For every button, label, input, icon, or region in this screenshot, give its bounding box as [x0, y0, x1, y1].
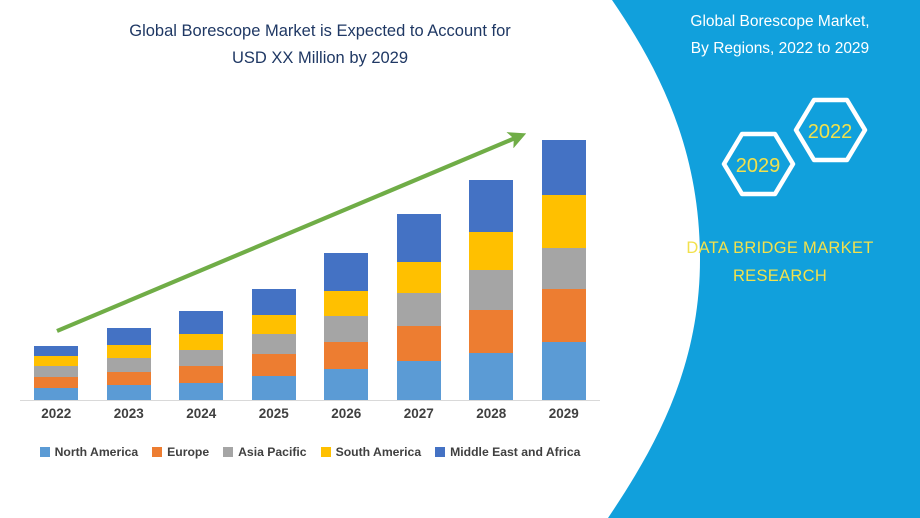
- hexagon-left-label: 2029: [736, 155, 781, 177]
- bar-segment[interactable]: [179, 310, 224, 335]
- bar-stack[interactable]: [469, 179, 514, 401]
- bar-segment[interactable]: [251, 354, 296, 376]
- bar-segment[interactable]: [179, 334, 224, 350]
- hexagon-left-shape: [721, 131, 796, 197]
- bar-segment[interactable]: [324, 369, 369, 401]
- x-axis-label: 2027: [403, 406, 434, 421]
- bar-segment[interactable]: [251, 289, 296, 315]
- bar-segment[interactable]: [34, 388, 79, 401]
- bar-segment[interactable]: [541, 247, 586, 290]
- hexagon-logo: 2022 2029: [721, 97, 868, 197]
- bar-segment[interactable]: [541, 195, 586, 248]
- legend-label: Asia Pacific: [238, 445, 307, 459]
- bar-segment[interactable]: [106, 358, 151, 372]
- bar-segment[interactable]: [396, 361, 441, 401]
- bar-segment[interactable]: [541, 140, 586, 196]
- legend-swatch-icon: [223, 447, 234, 457]
- bar-segment[interactable]: [106, 371, 151, 386]
- x-axis-label: 2023: [113, 406, 144, 421]
- legend-swatch-icon: [320, 447, 331, 457]
- brand-title-line-2: By Regions, 2022 to 2029: [690, 40, 870, 57]
- bar-stack[interactable]: [396, 213, 441, 401]
- bar-segment[interactable]: [396, 213, 441, 263]
- bar-segment[interactable]: [106, 344, 151, 359]
- x-axis-label: 2025: [258, 406, 289, 421]
- x-axis-label: 2029: [548, 406, 579, 421]
- bar-segment[interactable]: [469, 309, 514, 353]
- bar-segment[interactable]: [34, 345, 79, 357]
- chart-title: Global Borescope Market is Expected to A…: [40, 18, 600, 72]
- bar-segment[interactable]: [469, 352, 514, 401]
- legend-label: Europe: [167, 445, 210, 459]
- bar-segment[interactable]: [34, 366, 79, 377]
- legend-item[interactable]: South America: [320, 445, 422, 459]
- bar-segment[interactable]: [251, 375, 296, 401]
- bar-segment[interactable]: [106, 328, 151, 345]
- legend-item[interactable]: Europe: [152, 445, 209, 459]
- brand-name-line-1: DATA BRIDGE MARKET: [686, 239, 874, 257]
- bar-segment[interactable]: [469, 270, 514, 310]
- brand-panel-content: Global Borescope Market, By Regions, 202…: [640, 0, 920, 518]
- legend-item[interactable]: Middle East and Africa: [435, 445, 580, 459]
- bar-segment[interactable]: [396, 293, 441, 327]
- hexagon-right-label: 2022: [808, 121, 853, 143]
- x-axis-label: 2028: [476, 406, 507, 421]
- bar-segment[interactable]: [34, 356, 79, 367]
- bar-segment[interactable]: [179, 366, 224, 383]
- hexagon-right-shape: [793, 97, 868, 163]
- brand-name-line-2: RESEARCH: [732, 267, 828, 285]
- chart-panel: Global Borescope Market is Expected to A…: [20, 18, 600, 463]
- bar-stack[interactable]: [179, 310, 224, 401]
- x-axis-label: 2024: [186, 406, 217, 421]
- x-axis-label: 2026: [331, 406, 362, 421]
- bar-segment[interactable]: [541, 289, 586, 342]
- brand-title-line-1: Global Borescope Market,: [690, 13, 870, 30]
- bar-segment[interactable]: [324, 341, 369, 369]
- legend-label: South America: [335, 445, 422, 459]
- legend-swatch-icon: [435, 447, 446, 457]
- x-axis-label: 2022: [41, 406, 72, 421]
- x-axis-labels: 2022 2023 2024 2025 2026 2027 2028 2029: [20, 406, 600, 432]
- brand-name: DATA BRIDGE MARKET RESEARCH: [630, 234, 920, 290]
- bar-stack[interactable]: [251, 289, 296, 401]
- chart-legend: North America Europe Asia Pacific South Ame…: [20, 441, 600, 463]
- bar-segment[interactable]: [324, 315, 369, 342]
- bar-segment[interactable]: [324, 291, 369, 316]
- bar-segment[interactable]: [396, 262, 441, 294]
- chart-title-line-2: USD XX Million by 2029: [231, 49, 409, 67]
- bar-segment[interactable]: [106, 385, 151, 401]
- bar-stack[interactable]: [541, 140, 586, 401]
- chart-title-line-1: Global Borescope Market is Expected to A…: [129, 22, 511, 40]
- bar-segment[interactable]: [251, 334, 296, 355]
- legend-swatch-icon: [39, 447, 50, 457]
- bar-segment[interactable]: [396, 326, 441, 362]
- bar-stack[interactable]: [324, 252, 369, 401]
- bar-stack[interactable]: [34, 345, 79, 401]
- legend-item[interactable]: North America: [39, 445, 139, 459]
- axis-baseline: [20, 400, 600, 401]
- brand-panel-title: Global Borescope Market, By Regions, 202…: [640, 8, 920, 62]
- legend-swatch-icon: [152, 447, 163, 457]
- legend-item[interactable]: Asia Pacific: [223, 445, 307, 459]
- legend-label: Middle East and Africa: [450, 445, 581, 459]
- bar-segment[interactable]: [34, 376, 79, 389]
- bar-segment[interactable]: [251, 314, 296, 335]
- bar-segment[interactable]: [469, 179, 514, 233]
- plot-area: [20, 110, 600, 401]
- bar-segment[interactable]: [541, 341, 586, 401]
- bar-segment[interactable]: [469, 232, 514, 271]
- bar-stack[interactable]: [106, 328, 151, 401]
- bar-segment[interactable]: [324, 252, 369, 292]
- bar-segment[interactable]: [179, 349, 224, 367]
- bar-segment[interactable]: [179, 382, 224, 401]
- legend-label: North America: [54, 445, 139, 459]
